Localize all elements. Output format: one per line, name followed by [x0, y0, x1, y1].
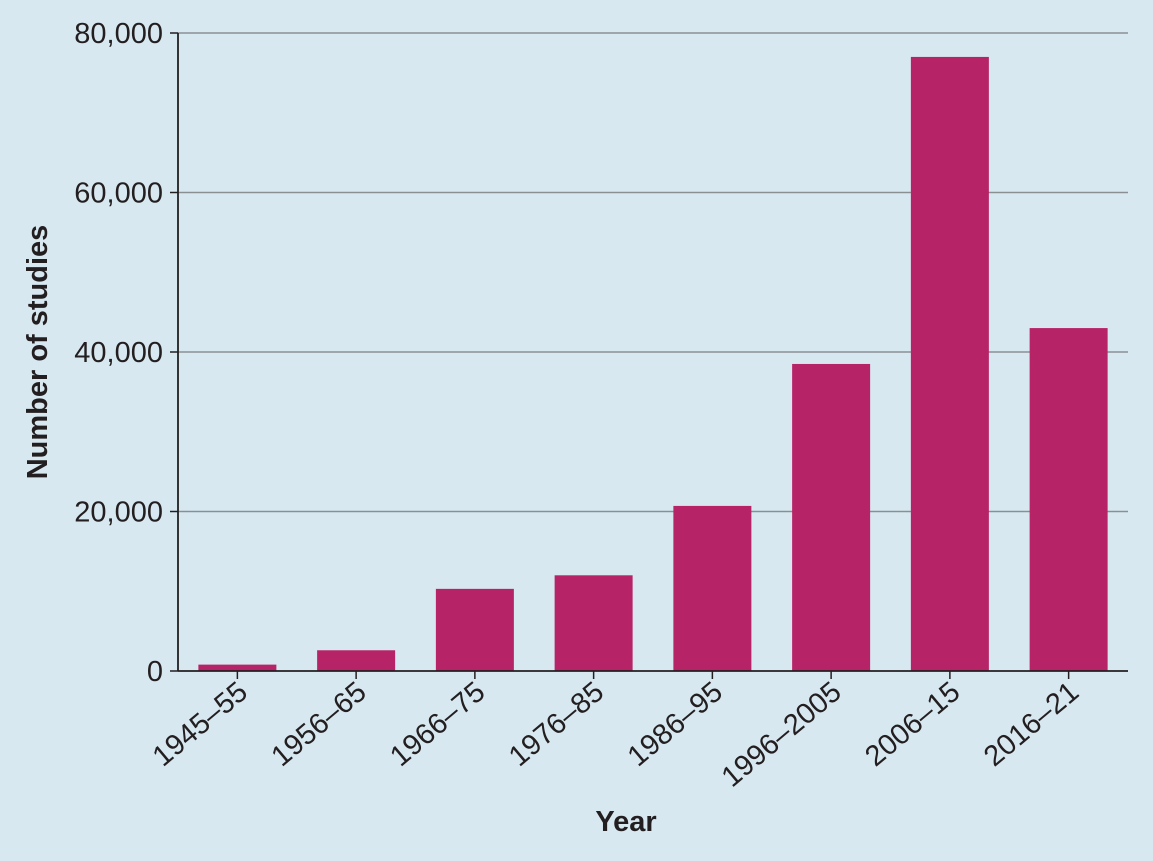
y-tick-label: 60,000 — [74, 178, 163, 210]
bar — [673, 505, 752, 671]
bar — [792, 363, 871, 671]
y-tick-label: 40,000 — [74, 337, 163, 369]
axes — [170, 32, 1128, 679]
bar — [435, 588, 514, 671]
x-tick-labels: 1945–55 1956–65 1966–75 1976–85 1986–951996–… — [147, 676, 1085, 794]
y-axis-title: Number of studies — [22, 225, 54, 480]
bar — [317, 650, 396, 671]
bars — [198, 56, 1108, 672]
x-tick-label: 2006–15 — [859, 676, 966, 773]
x-tick-label: 1976–85 — [503, 676, 610, 773]
bar — [1029, 328, 1108, 671]
x-axis-title: Year — [595, 806, 656, 838]
y-tick-labels: 0 20,000 40,000 60,000 80,000 — [74, 18, 163, 688]
bar — [910, 56, 989, 672]
y-tick-label: 80,000 — [74, 18, 163, 50]
x-tick-label: 1986–95 — [622, 676, 729, 773]
y-tick-label: 20,000 — [74, 497, 163, 529]
x-tick-label: 1945–55 — [147, 676, 254, 773]
x-tick-label: 1956–65 — [266, 676, 373, 773]
x-tick-label: 1966–75 — [384, 676, 491, 773]
y-tick-label: 0 — [147, 656, 163, 688]
bar — [554, 575, 633, 671]
x-tick-label: 2016–21 — [978, 676, 1085, 773]
bar — [198, 664, 277, 671]
x-tick-label: 1996–2005 — [716, 676, 848, 794]
